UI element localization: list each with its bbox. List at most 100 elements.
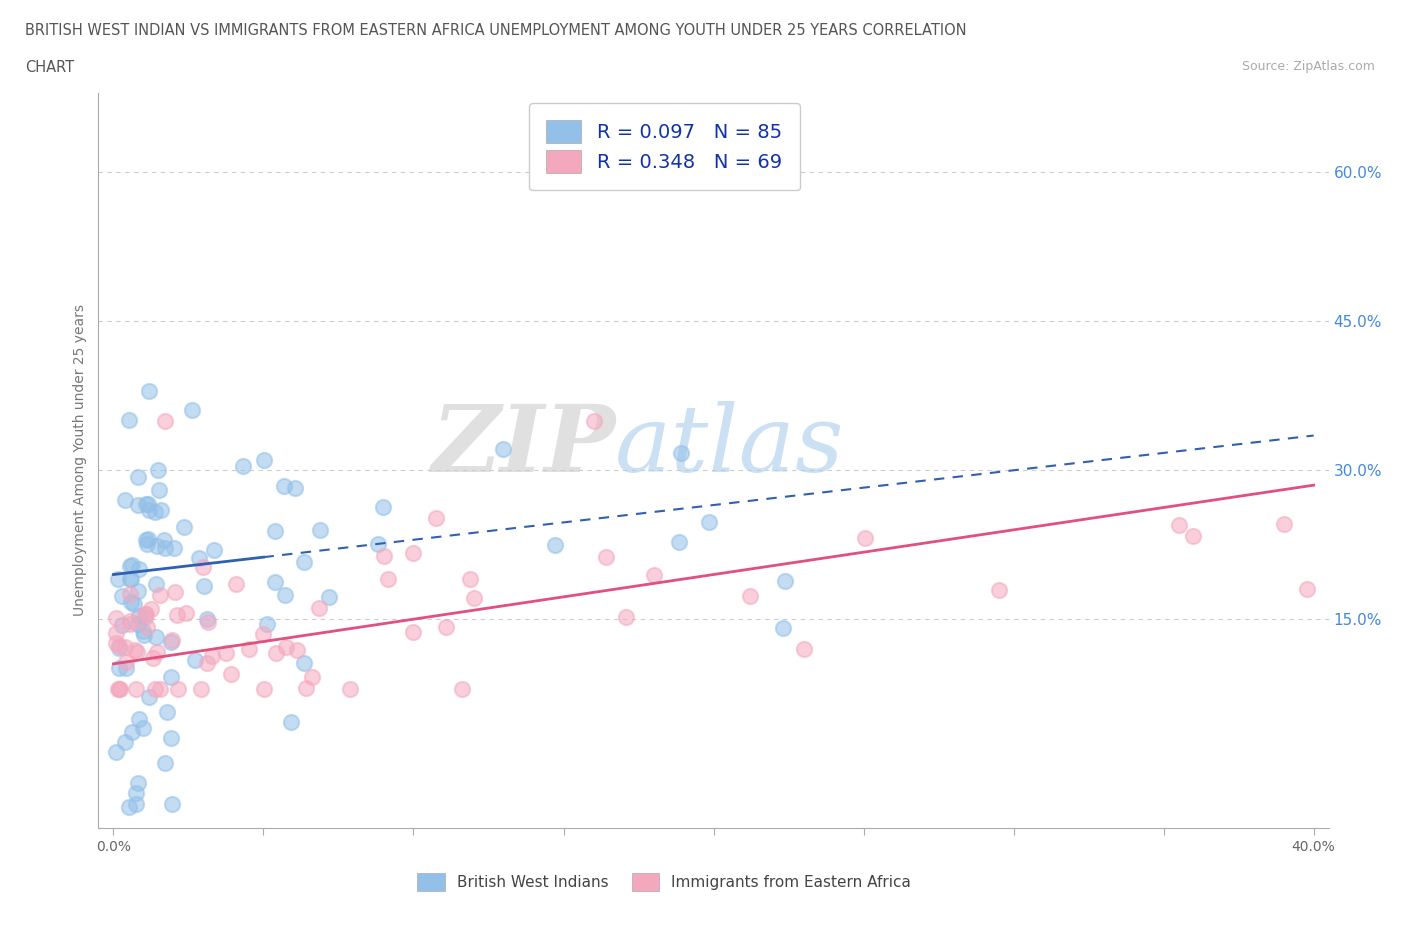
Text: BRITISH WEST INDIAN VS IMMIGRANTS FROM EASTERN AFRICA UNEMPLOYMENT AMONG YOUTH U: BRITISH WEST INDIAN VS IMMIGRANTS FROM E… (25, 23, 967, 38)
Point (225, 577, 247, 591)
Point (402, 625, 425, 640)
Point (191, 560, 214, 575)
Point (160, 670, 183, 684)
Point (214, 646, 236, 661)
Point (117, 800, 139, 815)
Point (108, 682, 131, 697)
Point (669, 445, 692, 460)
Point (264, 645, 287, 660)
Point (115, 655, 138, 670)
Point (160, 797, 183, 812)
Point (125, 797, 148, 812)
Point (128, 608, 150, 623)
Point (135, 537, 157, 551)
Point (127, 470, 149, 485)
Text: ZIP: ZIP (430, 401, 616, 491)
Point (1296, 581, 1319, 596)
Point (595, 550, 617, 565)
Point (135, 620, 157, 635)
Point (149, 502, 172, 517)
Point (120, 594, 142, 609)
Point (139, 602, 162, 617)
Point (162, 632, 184, 647)
Point (149, 588, 172, 603)
Point (699, 514, 721, 529)
Point (740, 589, 762, 604)
Point (190, 682, 212, 697)
Point (274, 588, 297, 603)
Point (232, 458, 254, 473)
Point (149, 682, 172, 697)
Point (121, 558, 143, 573)
Point (132, 721, 155, 736)
Point (148, 462, 170, 477)
Point (138, 689, 160, 704)
Point (138, 383, 160, 398)
Point (614, 609, 637, 624)
Point (458, 571, 481, 586)
Point (135, 606, 157, 621)
Point (142, 651, 165, 666)
Point (111, 618, 134, 632)
Point (105, 626, 128, 641)
Point (238, 642, 260, 657)
Point (127, 617, 149, 631)
Point (252, 627, 274, 642)
Point (434, 619, 457, 634)
Point (138, 502, 160, 517)
Point (309, 522, 332, 537)
Point (114, 493, 136, 508)
Point (165, 585, 187, 600)
Point (163, 540, 186, 555)
Point (491, 442, 513, 457)
Point (153, 540, 176, 555)
Point (195, 655, 218, 670)
Point (643, 567, 665, 582)
Point (295, 680, 318, 695)
Point (463, 591, 485, 605)
Point (118, 614, 141, 629)
Point (127, 498, 149, 512)
Point (111, 589, 134, 604)
Point (155, 755, 177, 770)
Point (153, 413, 176, 428)
Point (773, 574, 796, 589)
Point (125, 786, 148, 801)
Point (115, 660, 138, 675)
Point (136, 532, 159, 547)
Point (121, 724, 143, 739)
Point (136, 497, 159, 512)
Point (145, 630, 167, 644)
Point (174, 605, 197, 620)
Point (292, 656, 315, 671)
Point (159, 731, 181, 746)
Point (793, 642, 815, 657)
Point (146, 644, 169, 659)
Point (988, 583, 1011, 598)
Point (1181, 529, 1204, 544)
Point (146, 538, 169, 553)
Point (125, 682, 148, 697)
Point (318, 590, 340, 604)
Point (167, 682, 190, 697)
Point (292, 555, 315, 570)
Point (105, 744, 128, 759)
Text: CHART: CHART (25, 60, 75, 75)
Point (197, 614, 219, 629)
Point (118, 587, 141, 602)
Point (301, 670, 323, 684)
Point (152, 533, 174, 548)
Point (371, 500, 394, 515)
Point (160, 635, 183, 650)
Point (367, 537, 389, 551)
Point (377, 571, 399, 586)
Point (373, 549, 395, 564)
Point (273, 479, 295, 494)
Point (105, 636, 128, 651)
Point (253, 682, 276, 697)
Point (195, 612, 218, 627)
Point (256, 617, 278, 631)
Point (120, 571, 142, 586)
Point (183, 652, 205, 667)
Point (1167, 517, 1189, 532)
